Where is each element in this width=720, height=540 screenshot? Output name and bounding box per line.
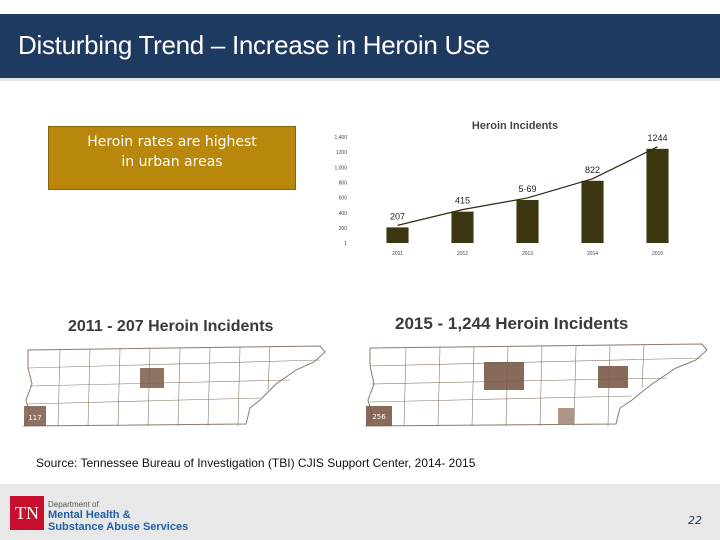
data-label-2011: 207 bbox=[390, 211, 405, 221]
county-hot-memphis bbox=[24, 406, 46, 426]
bar-2011 bbox=[386, 227, 409, 243]
bar-2014 bbox=[581, 180, 604, 243]
y-tick-label: 1,000 bbox=[334, 165, 347, 171]
y-tick-label: 400 bbox=[339, 211, 348, 217]
x-tick-label: 2015 bbox=[652, 251, 663, 257]
bar-2012 bbox=[451, 211, 474, 243]
county-label-memphis: 256 bbox=[372, 413, 386, 421]
county-hot-nashville bbox=[484, 362, 524, 390]
department-name: Department of Mental Health & Substance … bbox=[48, 500, 188, 533]
y-tick-label: 1 bbox=[344, 241, 347, 247]
tennessee-map-2015: 256 bbox=[365, 343, 708, 427]
heroin-incidents-chart: Heroin Incidents 12004006008001,00012001… bbox=[334, 120, 669, 257]
data-label-2014: 822 bbox=[585, 165, 600, 175]
county-hot-memphis bbox=[366, 406, 392, 426]
dept-line-1: Department of bbox=[48, 500, 99, 509]
footer-bar bbox=[0, 484, 720, 540]
y-tick-label: 1200 bbox=[336, 150, 347, 156]
bar-2015 bbox=[646, 148, 669, 243]
county-hot-knoxville bbox=[598, 366, 628, 388]
state-outline bbox=[23, 345, 326, 427]
county-hot-chattanooga bbox=[558, 408, 574, 424]
title-bar: Disturbing Trend – Increase in Heroin Us… bbox=[0, 14, 720, 78]
title-divider bbox=[0, 78, 720, 81]
x-tick-label: 2011 bbox=[392, 251, 403, 257]
state-outline bbox=[365, 343, 708, 427]
county-label-memphis: 117 bbox=[28, 414, 41, 422]
y-tick-label: 800 bbox=[339, 180, 348, 186]
y-tick-label: 1,400 bbox=[334, 135, 347, 141]
callout-line-1: Heroin rates are highest bbox=[87, 134, 257, 150]
dept-line-3: Substance Abuse Services bbox=[48, 521, 189, 533]
data-label-2015: 1244 bbox=[647, 133, 667, 143]
source-citation: Source: Tennessee Bureau of Investigatio… bbox=[36, 456, 476, 470]
tennessee-map-2011: 117 bbox=[23, 345, 326, 427]
x-tick-label: 2013 bbox=[522, 251, 533, 257]
callout-line-2: in urban areas bbox=[121, 154, 223, 170]
chart-title: Heroin Incidents bbox=[472, 120, 558, 132]
bar-2013 bbox=[516, 199, 539, 243]
data-label-2012: 415 bbox=[455, 196, 470, 206]
county-hot-nashville bbox=[140, 368, 164, 388]
map-2015-title: 2015 - 1,244 Heroin Incidents bbox=[395, 314, 629, 333]
map-2011-title: 2011 - 207 Heroin Incidents bbox=[68, 318, 274, 335]
dept-line-2: Mental Health & bbox=[48, 509, 131, 521]
tn-logo: TN bbox=[10, 496, 44, 530]
page-number: 22 bbox=[688, 514, 702, 527]
trend-line bbox=[397, 146, 658, 226]
x-tick-label: 2012 bbox=[457, 251, 468, 257]
slide-title: Disturbing Trend – Increase in Heroin Us… bbox=[18, 30, 490, 60]
x-tick-label: 2014 bbox=[587, 251, 598, 257]
callout-box: Heroin rates are highest in urban areas bbox=[48, 126, 296, 190]
y-tick-label: 200 bbox=[339, 226, 348, 232]
y-tick-label: 600 bbox=[339, 196, 348, 202]
data-label-2013: 5·69 bbox=[518, 184, 536, 194]
